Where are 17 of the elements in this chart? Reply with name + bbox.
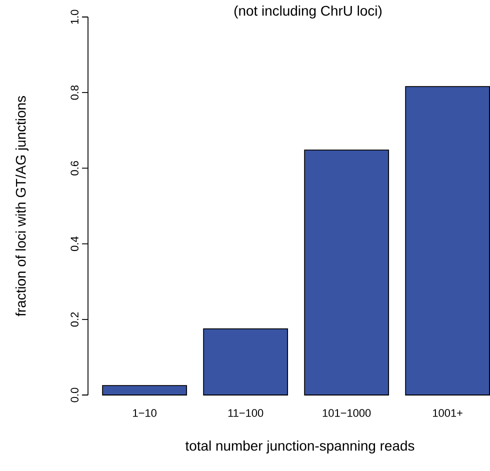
x-tick-label: 1−10	[133, 409, 156, 417]
x-tick-label: 101−1000	[322, 409, 371, 417]
chart-title: (not including ChrU loci)	[234, 6, 382, 19]
x-axis-title: total number junction-spanning reads	[185, 440, 414, 454]
x-tick-label: 1001+	[433, 409, 462, 417]
x-tick-label: 11−100	[228, 409, 264, 417]
y-tick-label: 1.0	[70, 10, 78, 24]
bar	[405, 86, 490, 396]
y-tick-label: 0.6	[70, 161, 78, 176]
bar	[304, 150, 390, 396]
y-tick-label: 0.0	[70, 388, 78, 402]
y-axis-title: fraction of loci with GT/AG junctions	[15, 96, 28, 316]
y-tick-label: 0.8	[70, 85, 78, 100]
bar	[203, 328, 288, 396]
y-tick-label: 0.2	[70, 312, 78, 327]
bar	[102, 385, 188, 396]
y-tick-label: 0.4	[70, 236, 78, 251]
